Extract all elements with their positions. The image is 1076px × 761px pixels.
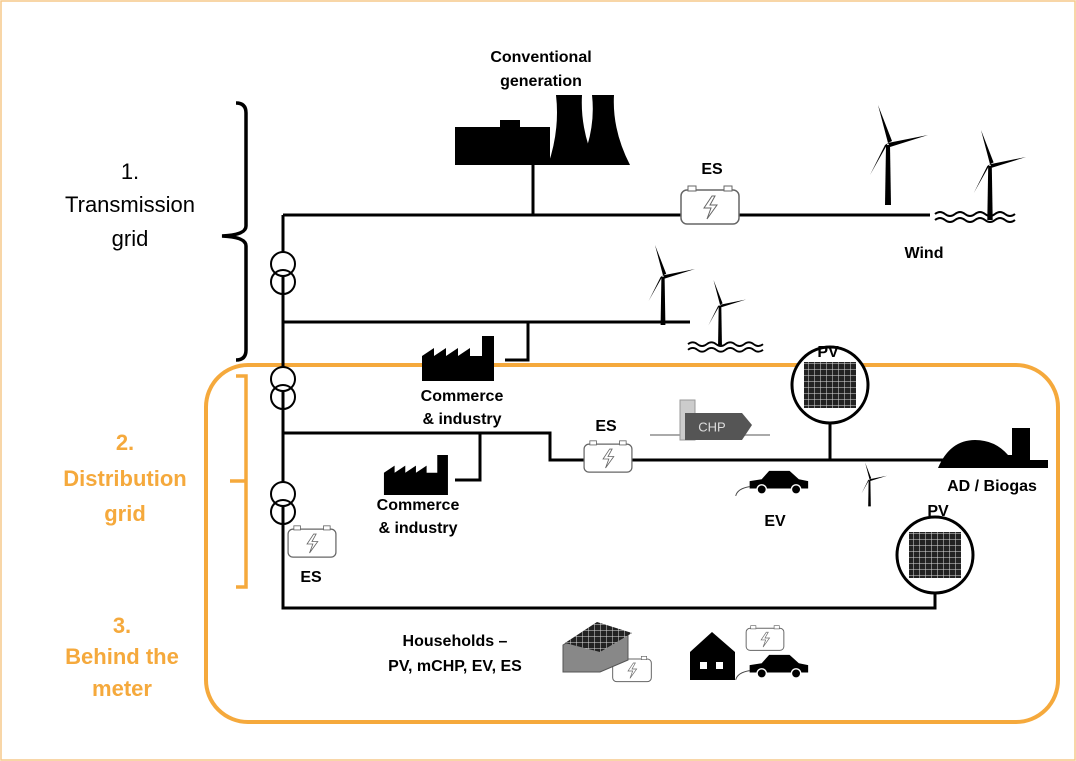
- section-label: Behind the: [65, 644, 179, 669]
- node-label: PV, mCHP, EV, ES: [388, 658, 522, 675]
- node-label: Households –: [403, 633, 508, 650]
- wind-turbine: [870, 105, 928, 205]
- node-label: CHP: [698, 419, 725, 434]
- wires: [281, 165, 955, 610]
- biogas-icon: [938, 428, 1048, 468]
- section-label: Transmission: [65, 192, 195, 217]
- chp-icon: [650, 399, 770, 441]
- node-label: Conventional: [490, 49, 591, 66]
- ev-icon: [735, 654, 809, 681]
- section-number: 2.: [116, 430, 134, 455]
- factory-icon: [422, 336, 494, 381]
- wind-turbine: [861, 462, 887, 507]
- node-label: ES: [701, 161, 723, 178]
- node-label: generation: [500, 73, 582, 90]
- storage-icon: [287, 525, 337, 558]
- sea-waves: [934, 211, 1016, 223]
- wind-turbine: [708, 280, 746, 345]
- section-label: Distribution: [63, 466, 186, 491]
- factory-icon: [383, 455, 448, 495]
- node-label: Commerce: [377, 497, 460, 514]
- node-label: ES: [595, 418, 617, 435]
- conventional-generation-icon: [455, 95, 630, 165]
- transformers: [270, 251, 296, 525]
- texts: 1. Transmission grid 2. Distribution gri…: [63, 49, 1037, 701]
- section-label: grid: [112, 226, 149, 251]
- node-label: & industry: [378, 520, 457, 537]
- node-label: ES: [300, 569, 322, 586]
- sea-waves: [687, 341, 764, 353]
- section-number: 3.: [113, 613, 131, 638]
- node-label: PV: [817, 344, 839, 361]
- section-label: meter: [92, 676, 152, 701]
- ev-icon: [735, 470, 809, 497]
- storage-icon: [583, 440, 633, 473]
- house-icon: [690, 632, 735, 680]
- node-label: EV: [764, 513, 786, 530]
- storage-icon: [680, 185, 740, 225]
- behind-meter-box: [204, 363, 1060, 724]
- wind-turbine: [973, 130, 1026, 220]
- node-label: PV: [927, 503, 949, 520]
- node-label: & industry: [422, 411, 501, 428]
- storage-icon: [745, 625, 785, 651]
- brackets: [221, 101, 248, 589]
- node-label: AD / Biogas: [947, 478, 1037, 495]
- section-label: grid: [104, 501, 146, 526]
- house-pv-icon: [562, 622, 632, 673]
- section-number: 1.: [121, 159, 139, 184]
- pv-panel: [895, 515, 975, 595]
- node-label: Wind: [905, 245, 944, 262]
- node-label: Commerce: [421, 388, 504, 405]
- wind-turbine: [648, 245, 695, 325]
